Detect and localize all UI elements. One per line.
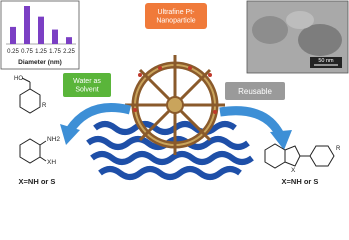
right-arrow — [219, 106, 285, 138]
amine-structure — [19, 138, 47, 164]
badge-right-text: Reusable — [238, 87, 272, 96]
right-arrow-head — [270, 130, 292, 150]
tem-texture — [298, 24, 342, 56]
alcohol-hydroxyl: HO — [14, 76, 23, 82]
x-tick-label: 1.25 — [35, 49, 47, 55]
badge-center-text: Ultrafine Pt-Nanoparticle — [156, 9, 195, 24]
scale-label: 50 nm — [318, 58, 334, 64]
x-tick-label: 0.75 — [21, 49, 33, 55]
bar — [38, 16, 44, 44]
bar — [24, 6, 30, 44]
badge-left-text: Water as Solvent — [73, 78, 101, 93]
left-arrow — [66, 103, 132, 133]
x-tick-label: 0.25 — [7, 49, 19, 55]
amine-nh2: NH2 — [47, 136, 60, 143]
badge-right — [225, 82, 285, 100]
graphical-abstract: 0.25 0.75 1.25 1.75 2.25 Diameter (nm) 50 nm… — [0, 0, 349, 186]
wheel-hub — [166, 96, 184, 114]
tem-texture — [286, 11, 314, 29]
wave — [90, 151, 254, 165]
amine-xh: XH — [47, 159, 56, 166]
wave — [98, 166, 242, 180]
bar — [52, 29, 58, 44]
alcohol-structure — [19, 77, 41, 114]
reactant-caption: X=NH or S — [19, 177, 56, 186]
left-arrow-head — [60, 124, 80, 145]
wave — [93, 121, 237, 135]
alcohol-r: R — [42, 103, 47, 109]
scale-box — [310, 57, 342, 68]
badge-left — [63, 73, 111, 97]
tem-texture — [252, 16, 288, 44]
product-caption: X=NH or S — [282, 177, 319, 186]
ship-wheel — [125, 55, 225, 155]
badge-center — [145, 3, 207, 29]
product-r: R — [336, 146, 341, 152]
bar — [66, 37, 72, 44]
x-axis-label: Diameter (nm) — [18, 59, 62, 66]
x-tick-label: 2.25 — [63, 49, 75, 55]
ligands — [133, 66, 217, 114]
product-x: X — [291, 167, 296, 174]
x-tick-label: 1.75 — [49, 49, 61, 55]
bar — [10, 26, 16, 44]
product-structure — [264, 143, 335, 169]
waves — [86, 121, 254, 180]
